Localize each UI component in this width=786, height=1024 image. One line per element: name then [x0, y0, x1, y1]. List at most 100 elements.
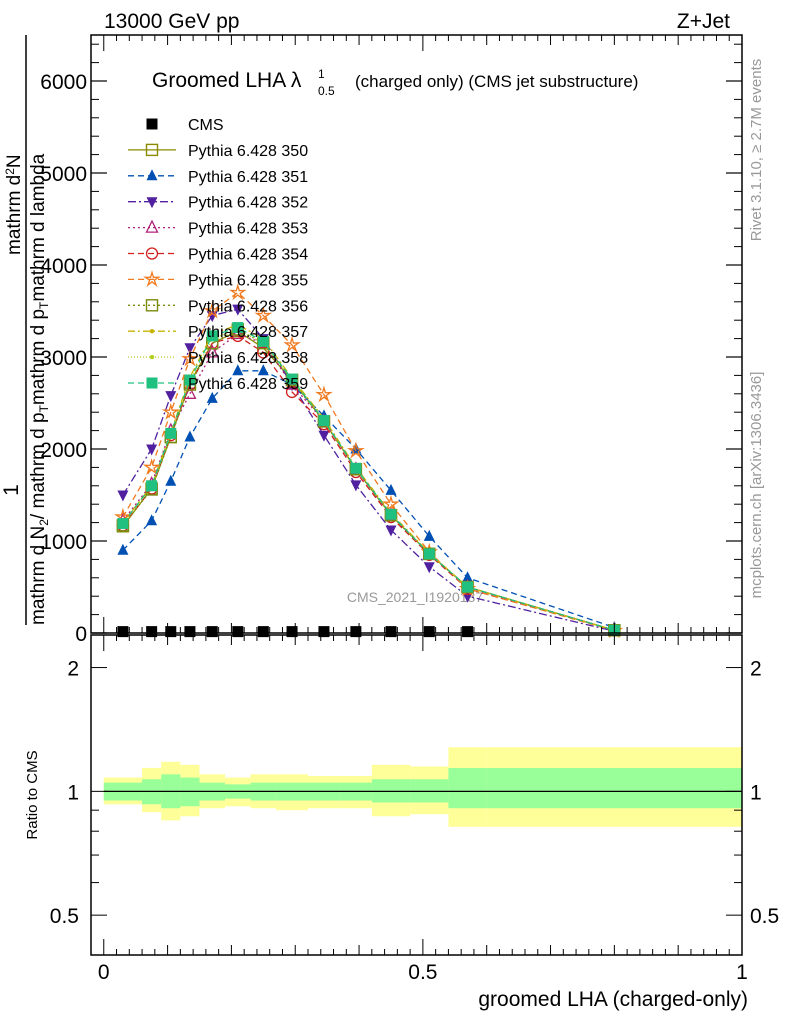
data-point [161, 402, 180, 420]
data-point [318, 430, 330, 442]
y-tick-label: 6000 [40, 71, 87, 94]
data-point [318, 414, 330, 426]
data-point [385, 525, 397, 537]
ratio-y-tick-label: 1 [67, 781, 79, 804]
legend-label: Pythia 6.428 356 [188, 298, 308, 315]
legend-label: Pythia 6.428 353 [188, 221, 308, 238]
data-point [286, 373, 298, 385]
rivet-version-label: Rivet 3.1.10, ≥ 2.7M events [748, 59, 765, 242]
ratio-y-ticks: 0.5 0.5 1 1 2 2 [50, 658, 779, 929]
data-point [181, 349, 199, 367]
data-point [232, 626, 244, 638]
ylabel-numerator: mathrm d2N [3, 154, 25, 255]
legend-label: Pythia 6.428 355 [188, 272, 308, 289]
data-point [228, 283, 247, 301]
data-point [462, 626, 474, 638]
legend-label: CMS [188, 117, 224, 134]
data-point [117, 543, 129, 555]
mcplots-label: mcplots.cern.ch [arXiv:1306.3436] [748, 372, 765, 599]
data-point [206, 391, 218, 403]
legend-marker [149, 329, 155, 334]
series-line [122, 291, 615, 632]
x-tick-label: 0 [98, 961, 110, 984]
legend-entry: Pythia 6.428 357 [128, 324, 308, 341]
data-point [184, 374, 196, 386]
data-point [206, 626, 218, 638]
main-x-ticks [103, 35, 743, 633]
data-point [315, 385, 333, 403]
legend-marker [146, 377, 158, 389]
data-point [257, 335, 269, 347]
series-0 [117, 626, 474, 638]
data-point [318, 626, 330, 638]
header-energy-label: 13000 GeV pp [104, 10, 239, 33]
data-point [146, 444, 158, 456]
y-tick-label: 0 [75, 623, 87, 646]
data-point [146, 626, 158, 638]
main-panel: CMS_2021_I1920187 0 1000 2000 3000 4000 5000 6… [0, 34, 743, 646]
x-tick-label: 0.5 [408, 961, 437, 984]
data-point [146, 480, 158, 492]
data-point [203, 301, 222, 319]
data-point [165, 427, 177, 439]
data-point [254, 306, 273, 324]
data-point [385, 626, 397, 638]
data-point [205, 344, 219, 358]
data-point [165, 391, 177, 403]
data-point [117, 490, 129, 502]
legend-entry: Pythia 6.428 358 [128, 350, 308, 367]
data-point [462, 591, 474, 603]
main-title: Groomed LHA λ 1 0.5 (charged only) (CMS … [152, 67, 638, 98]
legend-label: Pythia 6.428 359 [188, 376, 308, 393]
legend: CMS Pythia 6.428 350 Pythia 6.428 351 Pythi… [128, 117, 308, 393]
ratio-green-band [448, 767, 487, 809]
data-point [423, 562, 435, 574]
data-point [385, 483, 397, 495]
legend-marker [145, 219, 159, 233]
legend-marker [143, 270, 161, 287]
series-line [122, 328, 615, 631]
title-rest: (charged only) (CMS jet substructure) [355, 72, 638, 91]
legend-entry: Pythia 6.428 355 [128, 270, 308, 289]
legend-entry: Pythia 6.428 350 [128, 143, 308, 160]
data-point [142, 458, 161, 475]
ratio-y-tick-label-right: 0.5 [750, 905, 779, 928]
x-tick-label: 1 [736, 961, 748, 984]
data-point [184, 343, 196, 355]
legend-label: Pythia 6.428 354 [188, 247, 308, 264]
data-point [423, 626, 435, 638]
data-point [423, 529, 435, 541]
ratio-y-tick-label-right: 1 [750, 781, 762, 804]
title-main: Groomed LHA λ [152, 69, 302, 92]
ratio-y-tick-label: 0.5 [50, 905, 79, 928]
y-tick-label: 1000 [40, 531, 87, 554]
main-frame [90, 34, 743, 634]
data-point [350, 462, 362, 474]
legend-entry: Pythia 6.428 353 [128, 219, 308, 238]
ratio-frame [90, 634, 743, 956]
legend-marker [149, 354, 155, 360]
legend-entry: Pythia 6.428 352 [128, 195, 308, 212]
legend-entry: Pythia 6.428 356 [128, 298, 308, 315]
data-point [286, 626, 298, 638]
data-point [165, 626, 177, 638]
data-point [165, 474, 177, 486]
y-tick-label: 4000 [40, 255, 87, 278]
ratio-y-tick-label-right: 2 [750, 658, 762, 681]
data-point [385, 508, 397, 520]
ratio-x-ticks: 0 0.5 1 [98, 635, 748, 984]
legend-entry: Pythia 6.428 359 [128, 376, 308, 393]
data-point [283, 335, 301, 353]
ratio-panel: 0.5 0.51 12 2 0 0.5 1 Ratio to CMS groomed LH… [24, 634, 779, 1011]
legend-label: Pythia 6.428 350 [188, 143, 308, 160]
title-superscript: 1 [318, 67, 325, 81]
data-point [206, 330, 218, 342]
data-point [285, 385, 299, 399]
data-point [423, 548, 435, 560]
y-tick-label: 2000 [40, 439, 87, 462]
data-point [117, 626, 129, 638]
legend-marker [145, 247, 159, 260]
legend-marker [145, 299, 159, 312]
series-line [122, 328, 615, 631]
